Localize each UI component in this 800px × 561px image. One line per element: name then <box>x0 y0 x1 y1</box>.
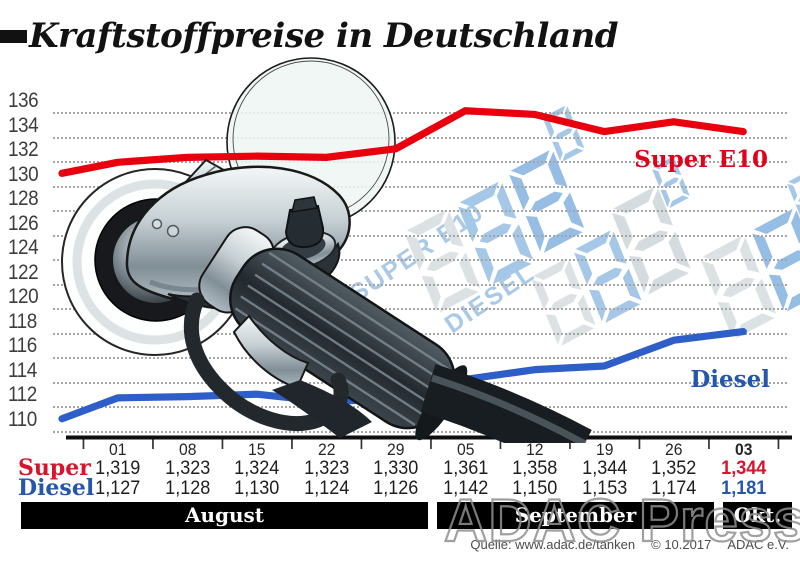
table-value-cell: 1,319 <box>95 458 141 479</box>
month-bar-september: September <box>437 502 714 529</box>
table-date-cell: 29 <box>387 441 405 459</box>
y-axis-tick-label: 120 <box>8 285 39 309</box>
table-date-cell: 03 <box>734 441 752 459</box>
source-org: ADAC e.V. <box>727 537 789 552</box>
table-value-cell: 1,323 <box>303 458 349 479</box>
watermark: ADAC Presse <box>443 486 800 555</box>
source-quelle: Quelle: www.adac.de/tanken <box>470 537 636 552</box>
table-value-cell: 1,361 <box>442 458 488 479</box>
table-super-row: Super 1,319 1,323 1,324 1,323 1,330 1,361 1,35… <box>0 455 800 481</box>
table-date-cell: 01 <box>109 441 127 459</box>
table-date-cell: 15 <box>248 441 266 459</box>
table-value-cell: 1,323 <box>164 458 210 479</box>
table-value-cell: 1,153 <box>581 478 627 499</box>
series-label-diesel: Diesel <box>690 366 770 393</box>
y-axis-tick-label: 124 <box>8 236 39 260</box>
table-row-label-super: Super <box>18 455 91 481</box>
gridline <box>53 185 787 188</box>
table-value-cell: 1,124 <box>303 478 349 499</box>
table-value-cell: 1,344 <box>581 458 627 479</box>
series-label-super-e10: Super E10 <box>634 146 768 173</box>
table-value-cell: 1,128 <box>164 478 210 499</box>
table-date-cell: 26 <box>665 441 683 459</box>
y-axis-tick-label: 112 <box>8 383 37 407</box>
table-date-cell: 05 <box>456 441 474 459</box>
y-axis-tick-label: 136 <box>8 88 39 112</box>
table-value-cell: 1,324 <box>234 458 280 479</box>
y-axis-tick-label: 126 <box>8 211 39 235</box>
table-date-cell: 12 <box>526 441 544 459</box>
table-value-cell: 1,150 <box>512 478 558 499</box>
y-axis-tick-label: 114 <box>8 358 37 382</box>
y-axis-tick-label: 122 <box>8 260 39 284</box>
table-value-cell: 1,174 <box>651 478 697 499</box>
source-note: Quelle: www.adac.de/tanken © 10.2017 ADAC … <box>470 537 789 552</box>
table-date-cell: 19 <box>595 441 613 459</box>
y-axis-tick-label: 132 <box>8 138 39 162</box>
table-date-cell: 08 <box>178 441 196 459</box>
source-copyright: © 10.2017 <box>651 537 712 552</box>
month-bar-oktober: Okt. <box>723 502 792 529</box>
y-axis-tick-label: 116 <box>8 334 37 358</box>
table-value-cell: 1,358 <box>512 458 558 479</box>
table-value-cell: 1,126 <box>373 478 419 499</box>
table-value-cell: 1,130 <box>234 478 280 499</box>
page-title: Kraftstoffpreise in Deutschland <box>29 16 618 56</box>
table-value-cell: 1,344 <box>720 458 766 479</box>
table-value-cell: 1,127 <box>95 478 141 499</box>
table-diesel-row: Diesel 1,127 1,128 1,130 1,124 1,126 1,142 1,1… <box>0 475 800 501</box>
table-row-label-diesel: Diesel <box>18 475 95 501</box>
y-axis-tick-label: 130 <box>8 162 39 186</box>
y-axis-tick-label: 118 <box>8 309 37 333</box>
month-bar-august: August <box>21 502 428 529</box>
y-axis-tick-label: 128 <box>8 187 39 211</box>
print-artifact <box>0 30 27 43</box>
y-axis-tick-label: 110 <box>8 408 37 431</box>
table-value-cell: 1,181 <box>720 478 766 499</box>
table-value-cell: 1,352 <box>651 458 697 479</box>
y-axis-tick-label: 134 <box>8 113 39 137</box>
table-date-row: 01 08 15 22 29 05 12 19 26 03 <box>0 441 800 461</box>
table-value-cell: 1,330 <box>373 458 419 479</box>
table-value-cell: 1,142 <box>442 478 488 499</box>
table-date-cell: 22 <box>317 441 335 459</box>
